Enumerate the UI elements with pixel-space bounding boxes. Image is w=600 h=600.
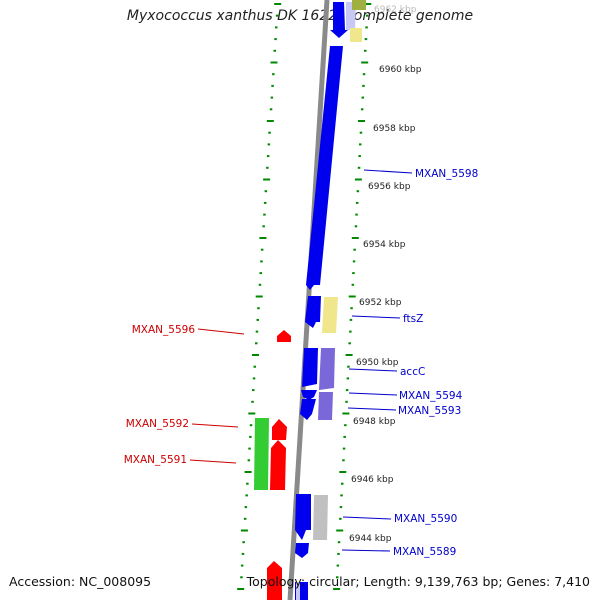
scale-label: 6960 kbp xyxy=(379,65,422,75)
callout-mxan5590 xyxy=(342,516,392,520)
reverse-strand-features xyxy=(254,330,291,600)
feature-bottom-grey xyxy=(296,582,300,600)
feature-bottom-red xyxy=(267,561,282,600)
feature-mxan5590-grey xyxy=(313,495,328,540)
callout-mxan5589 xyxy=(341,549,391,552)
callout-ftsz xyxy=(351,315,401,319)
callout-mxan5592 xyxy=(191,423,239,428)
scale-label: 6958 kbp xyxy=(373,124,416,134)
feature-ftsz-blue xyxy=(305,296,321,328)
gene-label: MXAN_5589 xyxy=(393,546,456,558)
feature-mxan5592-red xyxy=(272,419,287,440)
feature-mxan5590-blue xyxy=(295,494,311,540)
scale-label: 6950 kbp xyxy=(356,358,399,368)
gene-label: MXAN_5598 xyxy=(415,168,478,180)
feature-mxan5596-red xyxy=(277,330,291,342)
callout-accc xyxy=(348,368,398,372)
scale-label: 6956 kbp xyxy=(368,182,411,192)
genome-summary: Topology: circular; Length: 9,139,763 bp… xyxy=(246,574,590,589)
feature-mxan5593-lavender xyxy=(318,392,333,420)
forward-strand-features xyxy=(295,0,366,600)
feature-mxan5591-red xyxy=(270,440,286,490)
scale-label: 6954 kbp xyxy=(363,240,406,250)
feature-mxan5589-blue xyxy=(295,543,309,558)
label-callouts xyxy=(189,169,413,552)
feature-top-blue xyxy=(330,2,348,38)
scale-labels: 6962 kbp 6960 kbp 6958 kbp 6956 kbp 6954… xyxy=(349,5,422,544)
accession-text: Accession: NC_008095 xyxy=(9,574,152,589)
feature-mxan5592-green xyxy=(254,418,269,490)
feature-mxan5594-blue xyxy=(301,390,317,400)
feature-ftsz-yellow xyxy=(322,297,338,333)
feature-mxan5593-blue xyxy=(300,399,316,420)
scale-label: 6948 kbp xyxy=(353,417,396,427)
gene-label: MXAN_5594 xyxy=(399,390,463,402)
gene-label: ftsZ xyxy=(403,313,423,325)
gene-labels-left: MXAN_5596 MXAN_5592 MXAN_5591 xyxy=(124,324,196,466)
gene-label: MXAN_5596 xyxy=(132,324,196,336)
callout-mxan5598 xyxy=(363,169,413,174)
callout-mxan5593 xyxy=(347,407,397,411)
feature-top-yellow xyxy=(350,28,362,42)
gene-labels-right: MXAN_5598 ftsZ accC MXAN_5594 MXAN_5593 … xyxy=(393,168,478,558)
callout-mxan5594 xyxy=(348,392,398,396)
gene-label: accC xyxy=(400,366,425,378)
feature-top-olive xyxy=(352,0,366,10)
ruler-ticks xyxy=(237,3,372,590)
gene-label: MXAN_5591 xyxy=(124,454,187,466)
callout-mxan5596 xyxy=(197,328,245,335)
scale-label: 6944 kbp xyxy=(349,534,392,544)
feature-mxan5598 xyxy=(306,46,343,290)
scale-label: 6946 kbp xyxy=(351,475,394,485)
gene-label: MXAN_5593 xyxy=(398,405,461,417)
scale-label: 6952 kbp xyxy=(359,298,402,308)
feature-accc-blue xyxy=(302,348,318,387)
callout-mxan5591 xyxy=(189,459,237,464)
map-title: Myxococcus xanthus DK 1622, complete gen… xyxy=(126,8,474,24)
feature-accc-lavender xyxy=(319,348,335,390)
gene-label: MXAN_5590 xyxy=(394,513,457,525)
scale-label: 6962 kbp xyxy=(374,5,417,15)
gene-label: MXAN_5592 xyxy=(126,418,189,430)
